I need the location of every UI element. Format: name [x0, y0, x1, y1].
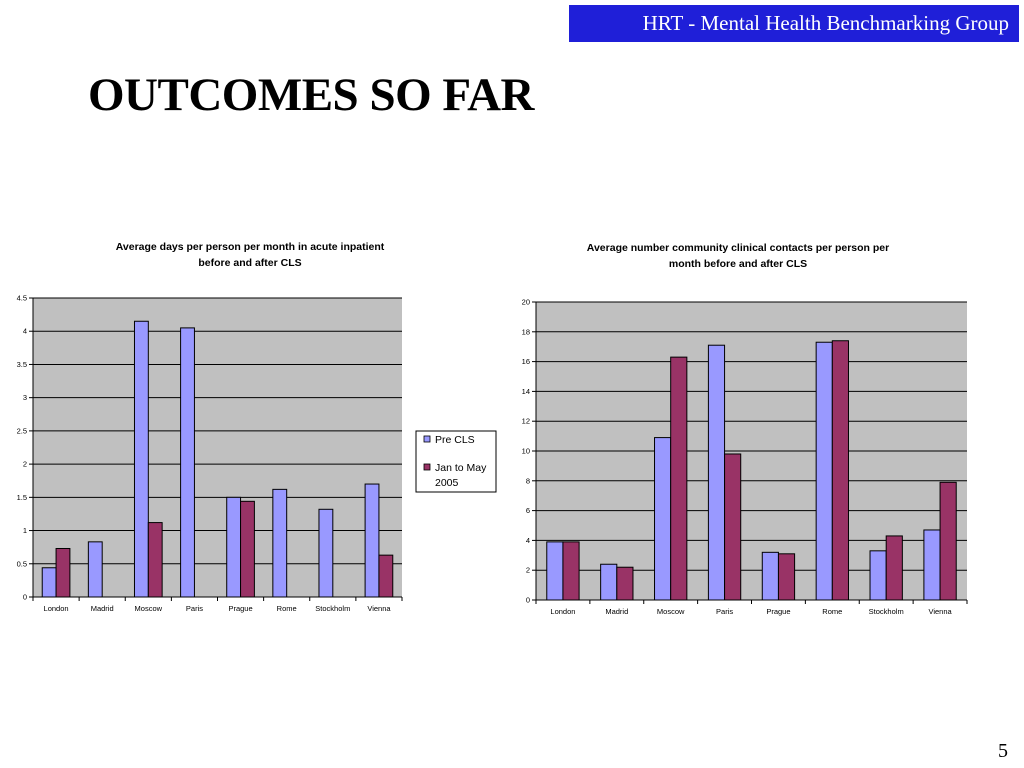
chart1-title-line1: Average days per person per month in acu… — [116, 241, 385, 253]
chart1-bar-post-london — [55, 547, 71, 598]
chart1-ytick-label: 3.5 — [17, 360, 27, 369]
chart1-bar-post-vienna — [378, 554, 394, 598]
chart2-ytick-label: 6 — [526, 506, 530, 515]
chart1-ytick-label: 4 — [23, 327, 27, 336]
chart2-bar-post-moscow — [670, 356, 688, 601]
legend-box — [415, 430, 497, 493]
page-title: OUTCOMES SO FAR — [88, 69, 535, 121]
chart1-bar-pre-moscow — [133, 320, 149, 598]
chart2-ytick-label: 20 — [522, 298, 530, 307]
chart1-category-label: Madrid — [91, 604, 114, 613]
chart2-category-label: Vienna — [928, 607, 952, 616]
chart2-bar-pre-prague — [761, 551, 779, 601]
chart2-ytick-label: 2 — [526, 566, 530, 575]
chart1-ytick-label: 0.5 — [17, 559, 27, 568]
chart1-bar-post-moscow — [147, 522, 163, 598]
chart1-bar-pre-madrid — [87, 541, 103, 598]
chart2-ytick-label: 12 — [522, 417, 530, 426]
chart1-ytick-label: 4.5 — [17, 294, 27, 303]
chart2-title-line1: Average number community clinical contac… — [587, 242, 889, 254]
chart2-ytick-label: 4 — [526, 536, 530, 545]
legend-swatch-pre — [423, 435, 431, 443]
chart2-category-label: London — [550, 607, 575, 616]
chart2-ytick-label: 8 — [526, 476, 530, 485]
chart2-bar-post-rome — [831, 340, 849, 601]
chart1-category-label: Stockholm — [315, 604, 350, 613]
chart2-category-label: Stockholm — [869, 607, 904, 616]
chart1-plot: 0 0.5 1 1.5 2 2.5 3 3.5 4 4.5 London Madrid Moscow Pa… — [17, 294, 403, 613]
chart1-category-label: London — [44, 604, 69, 613]
chart1-ytick-label: 1 — [23, 526, 27, 535]
chart1-ytick-label: 0 — [23, 593, 27, 602]
chart2-bar-post-london — [562, 541, 580, 601]
chart2-category-label: Madrid — [605, 607, 628, 616]
chart2-ytick-label: 18 — [522, 327, 530, 336]
chart-inpatient-days: Average days per person per month in acu… — [17, 241, 497, 613]
chart2-ytick-label: 16 — [522, 357, 530, 366]
header-text: HRT - Mental Health Benchmarking Group — [642, 11, 1009, 35]
chart2-category-label: Rome — [822, 607, 842, 616]
chart2-bar-post-vienna — [939, 481, 957, 601]
chart2-ytick-label: 14 — [522, 387, 530, 396]
chart2-bar-pre-stockholm — [869, 550, 887, 601]
chart2-bar-pre-madrid — [600, 563, 618, 601]
legend-label-pre: Pre CLS — [435, 434, 475, 446]
chart2-bar-pre-rome — [815, 341, 833, 601]
chart1-bar-pre-prague — [226, 496, 242, 598]
chart2-bar-post-prague — [777, 553, 796, 601]
chart2-category-label: Paris — [716, 607, 733, 616]
chart2-bar-pre-london — [546, 541, 564, 601]
chart2-category-label: Prague — [766, 607, 790, 616]
chart2-bar-pre-moscow — [654, 437, 672, 601]
chart1-category-label: Paris — [186, 604, 203, 613]
legend-swatch-post — [423, 463, 431, 471]
chart2-bar-post-paris — [724, 453, 742, 601]
chart1-legend: Pre CLS Jan to May 2005 — [415, 430, 497, 493]
chart-community-contacts: Average number community clinical contac… — [522, 242, 968, 616]
chart2-bar-post-stockholm — [885, 535, 903, 601]
chart1-category-label: Rome — [277, 604, 297, 613]
chart1-bar-pre-vienna — [364, 483, 380, 598]
header-bar: HRT - Mental Health Benchmarking Group — [569, 5, 1019, 42]
chart1-ytick-label: 3 — [23, 393, 27, 402]
chart2-ytick-label: 0 — [526, 596, 530, 605]
chart1-bar-pre-paris — [180, 327, 195, 598]
chart2-title-line2: month before and after CLS — [669, 258, 807, 270]
chart2-bar-pre-paris — [707, 344, 726, 601]
chart1-title-line2: before and after CLS — [198, 257, 301, 269]
legend-label-post-line2: 2005 — [435, 477, 459, 489]
chart2-ytick-label: 10 — [522, 447, 530, 456]
chart1-bar-pre-stockholm — [318, 508, 334, 598]
chart1-category-label: Moscow — [135, 604, 163, 613]
chart1-ytick-label: 1.5 — [17, 493, 27, 502]
chart2-plot: 0 2 4 6 8 10 12 14 16 18 20 London Madrid Moscow Paris… — [522, 298, 968, 616]
legend-label-post-line1: Jan to May — [435, 462, 487, 474]
chart1-bar-post-prague — [240, 500, 255, 598]
chart1-category-label: Vienna — [367, 604, 391, 613]
chart1-ytick-label: 2.5 — [17, 426, 27, 435]
chart2-bar-pre-vienna — [923, 529, 941, 601]
chart2-category-label: Moscow — [657, 607, 685, 616]
chart1-category-label: Prague — [228, 604, 252, 613]
chart1-ytick-label: 2 — [23, 460, 27, 469]
chart1-bar-pre-rome — [272, 488, 288, 598]
chart1-bar-pre-london — [41, 567, 57, 598]
chart2-bar-post-madrid — [616, 566, 634, 601]
page-number: 5 — [998, 740, 1008, 762]
